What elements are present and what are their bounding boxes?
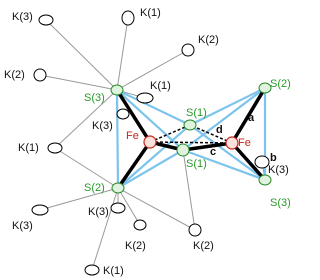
bond xyxy=(46,20,117,90)
atom-ellipsoid xyxy=(144,136,156,148)
atom-ellipsoid xyxy=(182,44,194,56)
atom-label: K(3) xyxy=(12,11,33,23)
atom-label: K(3) xyxy=(12,220,33,232)
atom-label: S(3) xyxy=(84,92,105,104)
atom-ellipsoid xyxy=(122,11,134,25)
bond xyxy=(118,150,183,188)
atom-label: S(1) xyxy=(186,158,207,170)
atom-label: S(2) xyxy=(270,78,291,90)
atom-label: K(1) xyxy=(103,265,124,277)
atom-ellipsoid xyxy=(137,93,153,103)
atom-label: K(3) xyxy=(268,164,289,176)
atom-label: K(3) xyxy=(88,206,109,218)
atom-label: S(3) xyxy=(270,197,291,209)
atom-label: K(2) xyxy=(198,34,219,46)
atom-label: K(1) xyxy=(150,80,171,92)
bond xyxy=(190,125,265,180)
edge-label: d xyxy=(216,124,223,136)
atom-ellipsoid xyxy=(39,15,53,25)
bond xyxy=(118,188,195,230)
atom-ellipsoid xyxy=(111,203,125,213)
bond xyxy=(117,90,118,188)
atom-ellipsoid xyxy=(48,143,62,153)
atom-ellipsoid xyxy=(111,85,123,95)
crystal-structure: K(3) K(1) K(2) K(2) S(3) K(1) K(3) Fe S(… xyxy=(0,0,293,280)
atom-label: S(1) xyxy=(186,107,207,119)
edge-label: a xyxy=(248,112,255,124)
atom-label: K(2) xyxy=(193,240,214,252)
atom-label: K(1) xyxy=(140,7,161,19)
atoms xyxy=(32,11,271,275)
atom-ellipsoid xyxy=(184,120,196,130)
bond xyxy=(40,75,117,90)
atom-ellipsoid xyxy=(32,205,48,215)
atom-label: Fe xyxy=(126,130,139,142)
atom-label: K(2) xyxy=(125,240,146,252)
bond xyxy=(150,142,232,143)
atom-ellipsoid xyxy=(34,69,46,81)
bond xyxy=(92,188,118,270)
atom-ellipsoid xyxy=(259,175,271,185)
atom-label: K(1) xyxy=(18,142,39,154)
atom-label: K(3) xyxy=(92,120,113,132)
bond xyxy=(117,18,128,90)
atom-label: K(2) xyxy=(4,69,25,81)
atom-ellipsoid xyxy=(112,183,124,193)
edge-label: b xyxy=(270,152,277,164)
atom-ellipsoid xyxy=(226,137,238,149)
atom-ellipsoid xyxy=(117,109,129,119)
atom-label: S(2) xyxy=(84,182,105,194)
atom-label: Fe xyxy=(238,137,251,149)
atom-ellipsoid xyxy=(255,156,269,168)
atom-ellipsoid xyxy=(189,224,201,236)
atom-ellipsoid xyxy=(85,265,99,275)
atom-ellipsoid xyxy=(177,144,189,156)
atom-ellipsoid xyxy=(134,220,146,230)
edge-label: c xyxy=(210,146,216,158)
